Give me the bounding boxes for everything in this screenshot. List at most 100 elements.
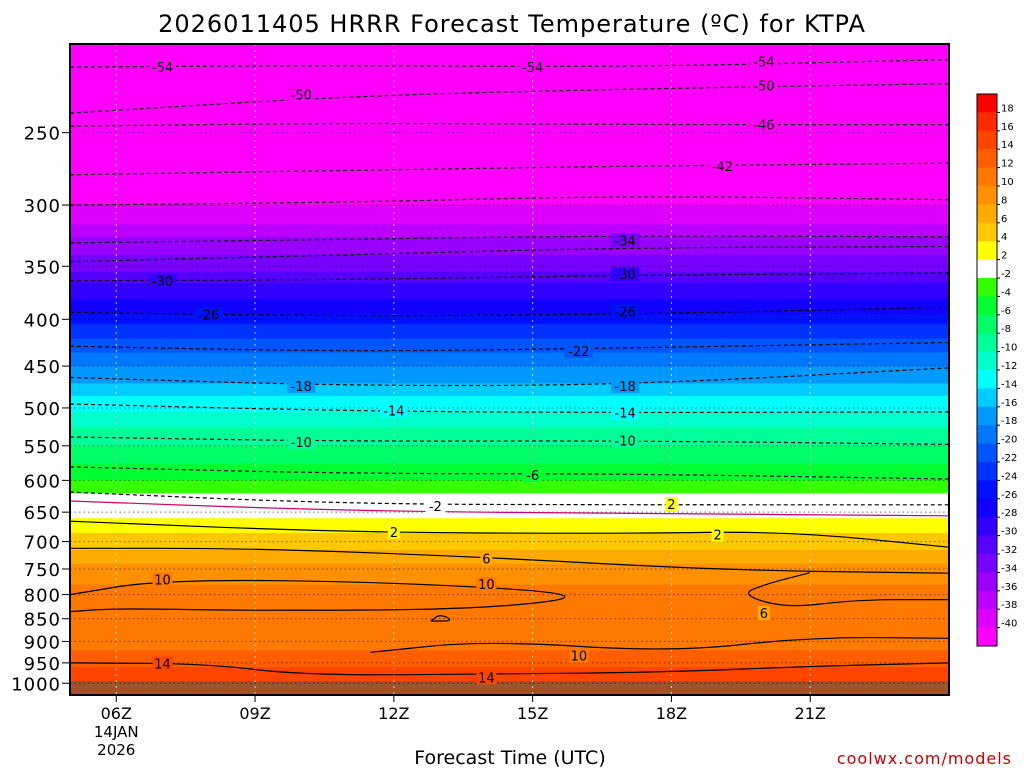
temperature-band [70, 463, 949, 468]
colorbar: 18 16 14 12 10 8 6 4 2 -2 -4 -6 -8 -10 -12 -14 -16 -18 -20… [976, 93, 1017, 647]
contour-label: -26 [198, 308, 219, 323]
contour-line [70, 547, 949, 574]
y-tick-label: 750 [24, 560, 61, 581]
contour-label-bg [749, 117, 778, 132]
contour-label: 2 [390, 526, 398, 541]
temperature-band [70, 627, 949, 631]
y-tick-label: 500 [24, 399, 61, 420]
contour-label-bg [611, 267, 640, 282]
contour-line [747, 572, 949, 607]
contour-label-bg [708, 159, 737, 174]
temperature-band [70, 72, 949, 78]
temperature-band [70, 374, 949, 380]
colorbar-swatch [977, 204, 997, 224]
temperature-band [70, 568, 949, 573]
temperature-band [70, 361, 949, 367]
contour-label-bg [568, 648, 589, 663]
temperature-band [70, 198, 949, 206]
temperature-band [70, 480, 949, 485]
contour-line [70, 245, 949, 263]
temperature-band [70, 632, 949, 636]
contour-label: -18 [291, 380, 312, 395]
temperature-band [70, 658, 949, 662]
contour-label: -10 [615, 435, 636, 450]
temperature-band [70, 77, 949, 83]
temperature-band [70, 618, 949, 622]
contour-label-bg [287, 435, 316, 450]
colorbar-swatch [977, 388, 997, 408]
temperature-band [70, 582, 949, 586]
temperature-band [70, 524, 949, 528]
colorbar-label: -8 [1001, 324, 1011, 335]
contour-label-bg [476, 577, 497, 592]
temperature-band [70, 271, 949, 279]
temperature-band [70, 116, 949, 122]
temperature-band [70, 155, 949, 164]
contour-label-bg [611, 378, 640, 393]
colorbar-label: -18 [1001, 416, 1017, 427]
contour-line [70, 83, 949, 114]
contour-label-bg [480, 551, 493, 566]
temperature-band [70, 407, 949, 413]
temperature-band [70, 597, 949, 601]
colorbar-label: 10 [1001, 177, 1014, 188]
temperature-band [70, 293, 949, 300]
temperature-band [70, 132, 949, 138]
colorbar-label: -24 [1001, 471, 1017, 482]
temperature-band [70, 314, 949, 320]
contour-line [70, 162, 949, 176]
colorbar-label: 6 [1001, 214, 1007, 225]
temperature-band [70, 224, 949, 232]
colorbar-swatch [977, 351, 997, 371]
temperature-band [70, 502, 949, 507]
colorbar-label: -28 [1001, 508, 1017, 519]
temperature-band [70, 660, 949, 664]
x-tick-label: 06Z [101, 704, 132, 723]
temperature-band [70, 63, 949, 69]
colorbar-swatch [977, 278, 997, 297]
contour-label: 10 [478, 578, 495, 593]
contour-label-bg [518, 60, 547, 75]
y-tick-label: 250 [24, 124, 61, 145]
temperature-band [70, 459, 949, 465]
colorbar-label: -12 [1001, 361, 1017, 372]
contour-label: 10 [154, 573, 171, 588]
temperature-band [70, 677, 949, 680]
contour-label: -50 [753, 79, 774, 94]
contour-label: -22 [568, 345, 589, 360]
temperature-band [70, 383, 949, 389]
colorbar-swatch [977, 333, 997, 352]
temperature-band [70, 566, 949, 570]
temperature-band [70, 499, 949, 504]
temperature-band [70, 555, 949, 559]
contour-line [70, 520, 949, 548]
x-tick-label: 15Z [517, 704, 548, 723]
temperature-band [70, 191, 949, 199]
contour-label: -34 [615, 234, 636, 249]
colorbar-swatch [977, 94, 997, 113]
temperature-band [70, 319, 949, 325]
colorbar-swatch [977, 425, 997, 444]
temperature-band [70, 128, 949, 134]
contour-label: 14 [154, 657, 171, 672]
contour-label: -2 [429, 500, 442, 515]
temperature-band [70, 324, 949, 330]
temperature-band [70, 348, 949, 354]
colorbar-label: -16 [1001, 398, 1017, 409]
chart-title: 2026011405 HRRR Forecast Temperature (ºC… [158, 10, 866, 38]
colorbar-swatch [977, 627, 997, 647]
temperature-band [70, 338, 949, 344]
temperature-band [70, 667, 949, 670]
temperature-band [70, 68, 949, 74]
colorbar-label: 4 [1001, 232, 1007, 243]
temperature-band [70, 445, 949, 450]
temperature-band [70, 438, 949, 443]
colorbar-swatch [977, 167, 997, 187]
contour-label: -54 [152, 61, 173, 76]
colorbar-swatch [977, 222, 997, 242]
temperature-band [70, 466, 949, 471]
colorbar-label: -34 [1001, 563, 1017, 574]
contour-line [70, 306, 949, 317]
contour-label: -14 [615, 407, 636, 422]
temperature-band [70, 675, 949, 678]
